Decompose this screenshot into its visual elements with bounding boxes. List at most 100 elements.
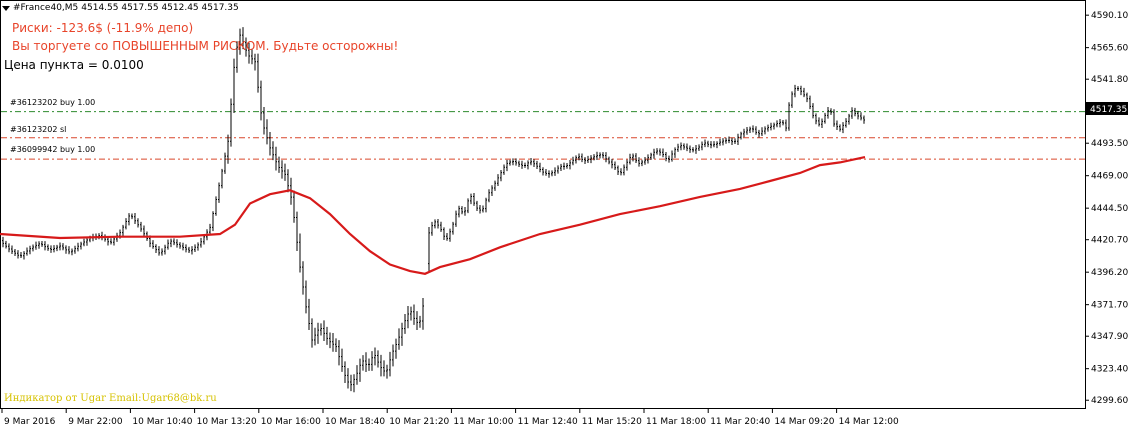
ohlc-bar [182, 242, 184, 251]
ohlc-bar [416, 311, 418, 330]
x-tick-label: 10 Mar 21:20 [389, 417, 449, 427]
ohlc-bar [20, 252, 22, 259]
time-axis[interactable]: 9 Mar 2016 9 Mar 22:00 10 Mar 10:40 10 Mar … [1, 409, 899, 427]
ohlc-bar [413, 304, 415, 325]
symbol-name: #France40,M5 [13, 3, 79, 13]
ohlc-bar [485, 197, 487, 213]
ohlc-bar [761, 127, 763, 137]
ohlc-bar [230, 98, 232, 147]
y-tick-label: 4444.50 [1091, 204, 1128, 214]
ohlc-bar [365, 352, 367, 372]
ohlc-bar [368, 358, 370, 371]
ohlc-bar [29, 245, 31, 255]
ohlc-bar [8, 243, 10, 253]
ohlc-bar [731, 137, 733, 145]
ohlc-bar [257, 53, 259, 93]
ohlc-bar [266, 119, 268, 145]
x-tick-label: 11 Mar 20:40 [710, 417, 770, 427]
ohlc-bar [674, 147, 676, 158]
ohlc-bar [827, 106, 829, 119]
ohlc-bar [188, 246, 190, 254]
ohlc-bar [590, 155, 592, 164]
order-label[interactable]: #36099942 buy 1.00 [10, 145, 96, 154]
ohlc-bar [755, 126, 757, 135]
ohlc-bar [623, 164, 625, 176]
ohlc-bar [155, 244, 157, 253]
ohlc-bar [515, 158, 517, 166]
ohlc-bar [401, 322, 403, 346]
ohlc-bar [845, 118, 847, 128]
x-tick-label: 14 Mar 09:20 [774, 417, 834, 427]
ohlc-bar [227, 134, 229, 164]
y-tick-label: 4396.20 [1091, 268, 1128, 278]
ohlc-bar [806, 92, 808, 103]
ohlc-bar [74, 245, 76, 254]
ohlc-bar [614, 161, 616, 171]
ohlc-bar [629, 153, 631, 165]
dropdown-arrow-icon[interactable] [2, 5, 10, 11]
ohlc-bar [587, 155, 589, 163]
ohlc-bar [764, 126, 766, 135]
ohlc-bar [692, 147, 694, 153]
risk-warning-text: Вы торгуете со ПОВЫШЕННЫМ РИСКОМ. Будьте… [12, 39, 399, 53]
ohlc-bar [68, 246, 70, 255]
ohlc-bar [605, 152, 607, 163]
ohlc-bar [344, 361, 346, 384]
price-axis[interactable]: 4590.10 4565.60 4541.80 4517.35 4493.50 4469.… [1085, 11, 1128, 406]
ohlc-bar [581, 153, 583, 163]
ohlc-bar [215, 196, 217, 216]
ohlc-bar [308, 298, 310, 330]
ohlc-bar [767, 124, 769, 132]
ohlc-bar [242, 27, 244, 50]
ohlc-bar [377, 350, 379, 368]
ohlc-bar [770, 122, 772, 131]
ohlc-bar [593, 154, 595, 161]
ohlc-bar [239, 28, 241, 55]
y-tick-label: 4420.70 [1091, 236, 1128, 246]
x-tick-label: 10 Mar 13:20 [197, 417, 257, 427]
ohlc-bar [512, 158, 514, 166]
ohlc-bar [194, 244, 196, 252]
ohlc-bar [860, 112, 862, 121]
ohlc-bar [50, 245, 52, 253]
ohlc-bar [809, 95, 811, 110]
ohlc-bar [494, 180, 496, 191]
order-label[interactable]: #36123202 sl [10, 125, 67, 134]
y-tick-label: 4493.50 [1091, 139, 1128, 149]
ohlc-bar [803, 87, 805, 98]
x-tick-label: 10 Mar 10:40 [132, 417, 192, 427]
ohlc-bar [395, 338, 397, 359]
ohlc-bar [83, 238, 85, 247]
order-label[interactable]: #36123202 buy 1.00 [10, 98, 96, 107]
ohlc-bar [452, 221, 454, 235]
ohlc-bar [449, 228, 451, 242]
ohlc-bar [788, 102, 790, 131]
ohlc-bar [392, 344, 394, 367]
ohlc-bar [557, 165, 559, 174]
ohlc-bar [716, 141, 718, 149]
ohlc-bar [800, 85, 802, 96]
x-tick-label: 11 Mar 15:20 [582, 417, 642, 427]
ohlc-bar [437, 219, 439, 229]
ohlc-bars [2, 27, 865, 393]
ohlc-bar [701, 141, 703, 151]
ohlc-bar [698, 144, 700, 152]
ohlc-bar [608, 156, 610, 165]
moving-average [0, 156, 866, 275]
ohlc-bar [56, 244, 58, 252]
ohlc-bar [551, 170, 553, 177]
current-price-tag-bg [1086, 102, 1128, 115]
ohlc-bar [221, 168, 223, 189]
x-tick-label: 14 Mar 12:00 [839, 417, 899, 427]
ohlc-bar [80, 241, 82, 250]
ohlc-bar [269, 132, 271, 156]
ohlc-bar [575, 155, 577, 164]
point-price-text: Цена пункта = 0.0100 [4, 58, 144, 72]
ohlc-bar [620, 168, 622, 176]
ohlc-bar [233, 58, 235, 114]
ohlc-bar [737, 133, 739, 146]
ohlc-bar [251, 48, 253, 65]
ohlc-bar [140, 221, 142, 232]
ohlc-bar [428, 227, 430, 272]
